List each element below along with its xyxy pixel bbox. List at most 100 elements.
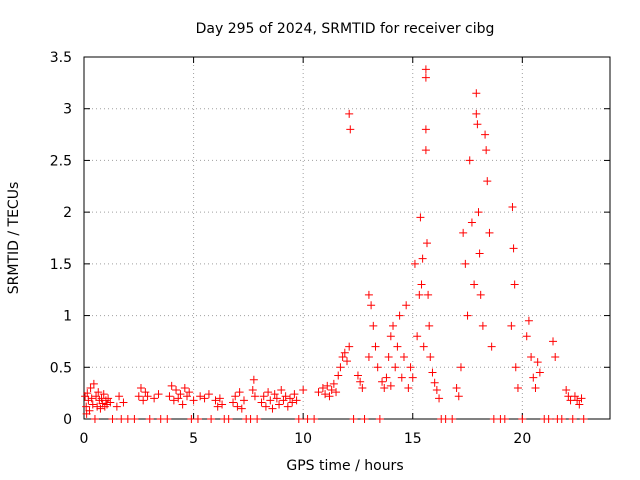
- data-point: [136, 383, 145, 392]
- data-point: [261, 402, 270, 411]
- data-point: [393, 342, 402, 351]
- data-point: [487, 342, 496, 351]
- data-point: [426, 352, 435, 361]
- data-point: [345, 109, 354, 118]
- data-point: [139, 396, 148, 405]
- data-point: [248, 386, 257, 395]
- data-point: [150, 394, 159, 403]
- data-point: [452, 383, 461, 392]
- data-point: [249, 375, 258, 384]
- data-point: [343, 357, 351, 366]
- data-point: [511, 363, 520, 372]
- data-point: [432, 386, 441, 395]
- data-point: [364, 290, 373, 299]
- data-point: [415, 290, 424, 299]
- data-point: [292, 396, 301, 405]
- data-point: [509, 244, 518, 253]
- data-point: [141, 388, 150, 397]
- data-point: [419, 342, 428, 351]
- data-point: [165, 392, 174, 401]
- data-point: [264, 388, 273, 397]
- data-point: [527, 352, 536, 361]
- y-tick-label: 2: [63, 205, 72, 221]
- data-point: [549, 337, 558, 346]
- data-point: [115, 392, 124, 401]
- data-point: [481, 130, 490, 139]
- data-point: [382, 373, 391, 382]
- data-point: [463, 311, 472, 320]
- data-point: [268, 404, 277, 413]
- data-point: [207, 415, 216, 423]
- y-axis-label: SRMTID / TECUs: [6, 182, 22, 295]
- data-point: [417, 280, 426, 289]
- data-point: [448, 415, 457, 423]
- data-point: [299, 386, 308, 395]
- data-point: [83, 389, 92, 398]
- data-point: [250, 392, 259, 401]
- y-tick-label: 1.5: [50, 257, 72, 273]
- data-point: [557, 415, 566, 423]
- data-point: [314, 388, 323, 397]
- data-point: [200, 394, 209, 403]
- data-point: [211, 396, 220, 405]
- data-point: [183, 392, 192, 401]
- data-point: [410, 259, 419, 268]
- data-point: [535, 368, 544, 377]
- data-point: [416, 213, 425, 222]
- x-axis: 0 5 10 15 20: [80, 57, 531, 447]
- data-point: [562, 386, 571, 395]
- y-tick-label: 3.5: [50, 50, 72, 66]
- data-point: [386, 332, 395, 341]
- data-point: [435, 394, 444, 403]
- data-point: [145, 415, 154, 423]
- data-point: [353, 371, 362, 380]
- data-point: [421, 146, 430, 155]
- data-point: [478, 321, 487, 330]
- data-point: [375, 415, 384, 423]
- data-point: [318, 383, 327, 392]
- data-point: [85, 406, 94, 415]
- data-point: [378, 377, 387, 386]
- data-point: [283, 402, 292, 411]
- data-point: [130, 415, 139, 423]
- y-tick-label: 0: [63, 412, 72, 428]
- x-tick-label: 20: [513, 431, 531, 447]
- data-point: [266, 396, 275, 405]
- data-point: [518, 415, 527, 423]
- data-point: [94, 388, 103, 397]
- data-point: [87, 394, 96, 403]
- data-point: [178, 400, 187, 409]
- data-point: [185, 388, 194, 397]
- data-point: [531, 383, 540, 392]
- data-point: [338, 352, 347, 361]
- data-point: [213, 402, 222, 411]
- data-point: [430, 378, 439, 387]
- data-point: [373, 363, 382, 372]
- data-point: [103, 400, 112, 409]
- data-point: [500, 415, 509, 423]
- data-point: [575, 400, 584, 409]
- data-point: [310, 415, 319, 423]
- data-point: [340, 348, 349, 357]
- data-point: [369, 321, 378, 330]
- data-point: [336, 363, 345, 372]
- data-point: [474, 208, 483, 217]
- data-point: [345, 342, 354, 351]
- data-point: [259, 392, 268, 401]
- data-point: [93, 402, 102, 411]
- x-tick-label: 5: [189, 431, 198, 447]
- data-point: [428, 368, 437, 377]
- data-point: [235, 388, 244, 397]
- data-points: [81, 65, 588, 423]
- data-point: [360, 415, 369, 423]
- data-point: [84, 396, 93, 405]
- data-point: [386, 381, 395, 390]
- grid-lines: [84, 57, 610, 419]
- data-point: [413, 332, 422, 341]
- data-point: [472, 89, 481, 98]
- data-point: [275, 400, 284, 409]
- data-point: [421, 125, 430, 134]
- data-point: [424, 290, 433, 299]
- data-point: [112, 402, 121, 411]
